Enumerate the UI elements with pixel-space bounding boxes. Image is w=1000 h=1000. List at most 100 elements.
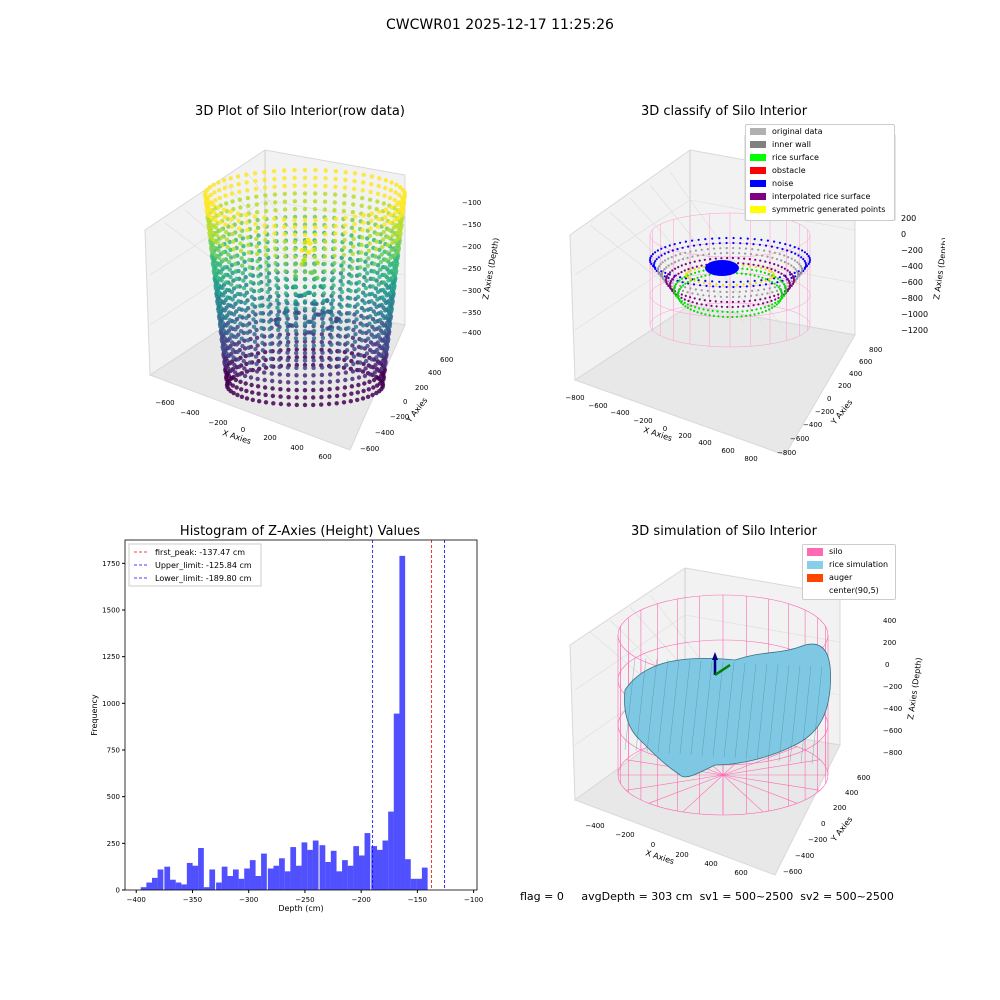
scatter-point — [381, 229, 386, 235]
class-point — [696, 293, 699, 296]
scatter-point — [273, 246, 278, 251]
x-tick-label: −300 — [239, 896, 258, 904]
class-point — [759, 259, 762, 262]
scatter-point — [394, 203, 399, 208]
scatter-point — [302, 225, 308, 230]
p2-ytick: 200 — [838, 382, 851, 390]
scatter-point — [333, 224, 338, 229]
scatter-point — [396, 215, 401, 220]
scatter-point — [361, 220, 366, 225]
scatter-point — [272, 184, 277, 189]
scatter-point — [283, 269, 288, 274]
class-point — [661, 271, 664, 275]
class-point — [695, 265, 698, 268]
class-point — [731, 310, 734, 314]
scatter-point — [346, 318, 351, 323]
class-point — [656, 249, 659, 252]
scatter-point — [343, 223, 348, 228]
class-point — [800, 266, 803, 270]
class-point — [691, 255, 694, 258]
class-point — [698, 298, 701, 301]
x-tick-label: −200 — [352, 896, 371, 904]
scatter-point — [294, 339, 299, 344]
p4-zlabel: Z Axies (Depth) — [906, 657, 924, 720]
scatter-point — [222, 308, 228, 313]
scatter-point — [378, 317, 383, 323]
class-point — [668, 244, 671, 247]
class-point — [687, 268, 690, 271]
scatter-point — [351, 361, 356, 367]
class-point — [788, 281, 791, 285]
p1-xtick: −400 — [180, 409, 199, 417]
scatter-point — [369, 182, 374, 187]
p1-xtick: 0 — [241, 426, 245, 434]
class-point — [783, 254, 786, 257]
p2-ztick: 200 — [901, 214, 916, 223]
class-point — [714, 300, 717, 303]
histogram-bar — [421, 867, 428, 890]
scatter-point — [237, 306, 242, 311]
scatter-point — [386, 270, 392, 275]
scatter-point — [273, 268, 279, 273]
scatter-point — [262, 377, 267, 383]
scatter-point — [237, 189, 242, 195]
class-point — [786, 289, 789, 292]
scatter-point — [224, 201, 229, 206]
scatter-point — [338, 271, 344, 276]
scatter-point — [375, 191, 381, 196]
legend-label: center(90,5) — [829, 586, 879, 595]
scatter-point — [342, 201, 347, 206]
scatter-point — [329, 327, 334, 333]
p2-ytick: −800 — [777, 449, 796, 457]
class-point — [766, 239, 769, 242]
class-point — [694, 249, 697, 252]
scatter-point — [323, 191, 328, 197]
class-point — [791, 275, 795, 278]
p1-ytick: 600 — [440, 356, 453, 364]
scatter-point — [380, 330, 385, 336]
panel4-title: 3D simulation of Silo Interior — [631, 524, 817, 539]
scatter-point — [217, 220, 223, 225]
scatter-point — [262, 170, 267, 175]
class-point — [699, 284, 702, 287]
scatter-point — [282, 168, 287, 173]
class-point — [755, 253, 758, 256]
scatter-point — [312, 269, 317, 274]
scatter-point — [359, 250, 364, 255]
scatter-point — [302, 373, 308, 378]
scatter-point — [369, 174, 375, 179]
class-point — [804, 261, 807, 265]
gridline — [589, 224, 706, 316]
scatter-point — [294, 358, 299, 363]
class-point — [706, 248, 709, 251]
scatter-point — [311, 350, 316, 356]
scatter-point — [286, 395, 291, 400]
scatter-point — [364, 358, 369, 364]
scatter-point — [395, 223, 400, 228]
scatter-point — [384, 257, 389, 263]
class-point — [725, 280, 728, 284]
class-point — [741, 310, 744, 313]
scatter-point — [247, 257, 252, 263]
scatter-point — [302, 321, 308, 326]
p1-ztick: −250 — [462, 265, 481, 273]
scatter-point — [293, 321, 298, 326]
p4-xtick: 200 — [675, 851, 688, 859]
class-point — [748, 265, 752, 268]
class-point — [784, 292, 787, 295]
p1-xtick: −600 — [155, 399, 174, 407]
p4-ztick: −800 — [883, 749, 902, 757]
class-point — [664, 271, 667, 274]
scatter-point — [331, 275, 336, 281]
scatter-point — [341, 260, 346, 265]
scatter-point — [293, 291, 298, 297]
scatter-point — [327, 394, 332, 399]
scatter-point — [229, 191, 235, 196]
p4-ytick: −400 — [795, 852, 814, 860]
class-point — [681, 289, 685, 292]
surface-mesh-line — [624, 657, 636, 751]
class-point — [794, 268, 797, 271]
class-point — [680, 296, 683, 299]
scatter-point — [235, 349, 240, 355]
class-point — [799, 265, 802, 268]
